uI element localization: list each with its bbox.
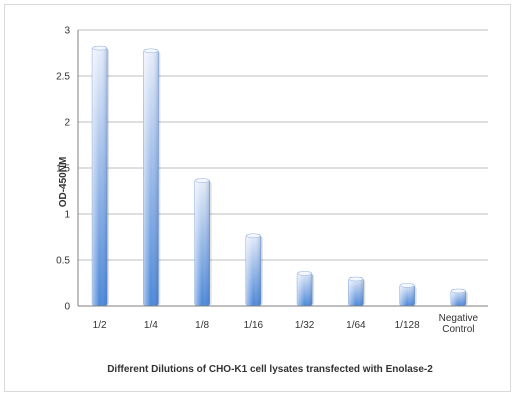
bar-cap bbox=[92, 45, 107, 51]
bar-cap bbox=[143, 48, 159, 54]
bar-highlight bbox=[450, 289, 466, 306]
bar bbox=[348, 276, 366, 307]
x-tick-label: 1/4 bbox=[144, 320, 158, 331]
y-tick-label: 1.5 bbox=[56, 164, 70, 175]
x-tick-label: 1/64 bbox=[346, 320, 366, 331]
y-tick-label: 0 bbox=[64, 302, 70, 313]
bar-highlight bbox=[245, 234, 261, 306]
gridlines bbox=[78, 29, 488, 261]
y-tick-label: 3 bbox=[64, 26, 70, 37]
chart-frame bbox=[4, 4, 511, 392]
x-tick-label: 1/16 bbox=[244, 320, 264, 331]
y-axis-title: OD-450NM bbox=[58, 157, 69, 208]
bar-cap bbox=[246, 233, 261, 238]
bar bbox=[91, 45, 110, 307]
bar-cap bbox=[194, 178, 210, 183]
bar-highlight bbox=[399, 283, 415, 306]
bar bbox=[194, 178, 212, 307]
x-tick-label: 1/2 bbox=[93, 320, 107, 331]
bar bbox=[296, 271, 315, 307]
bar-cap bbox=[297, 271, 312, 276]
bar-highlight bbox=[194, 179, 210, 306]
bar-highlight bbox=[92, 46, 108, 307]
bar-highlight bbox=[143, 49, 159, 306]
bar-cap bbox=[399, 283, 415, 288]
x-tick-label: 1/32 bbox=[295, 320, 315, 331]
bar-highlight bbox=[348, 277, 364, 306]
bar bbox=[450, 288, 468, 307]
y-tick-label: 2.5 bbox=[56, 72, 70, 83]
y-tick-label: 0.5 bbox=[56, 256, 70, 267]
bar bbox=[143, 48, 161, 307]
bar bbox=[245, 233, 263, 307]
bar-cap bbox=[348, 276, 364, 282]
tick-labels: 0 0.5 1 1.5 2 2.5 3 1/2 1/4 1/8 1/16 1/32 1/64 1/128 N… bbox=[56, 26, 478, 336]
bar-highlight bbox=[297, 271, 313, 306]
x-tick-label: 1/8 bbox=[195, 320, 209, 331]
bars bbox=[91, 45, 468, 307]
x-tick-label: Negative Control bbox=[439, 313, 479, 335]
y-tick-label: 2 bbox=[64, 118, 70, 129]
axes bbox=[77, 30, 488, 307]
x-tick-label: 1/128 bbox=[395, 320, 420, 331]
bar bbox=[399, 283, 417, 307]
bar-cap bbox=[451, 288, 466, 294]
y-tick-label: 1 bbox=[64, 210, 70, 221]
x-axis-title: Different Dilutions of CHO-K1 cell lysat… bbox=[107, 364, 433, 375]
